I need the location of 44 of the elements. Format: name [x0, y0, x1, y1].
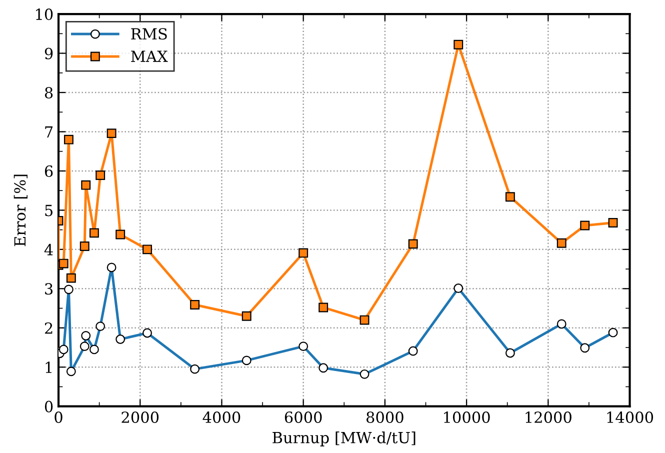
x-tick-label: 2000 [122, 411, 159, 424]
x-tick-label: 10000 [444, 411, 490, 424]
y-tick-label: 5 [45, 204, 52, 216]
y-tick-label: 6 [44, 165, 53, 177]
point [96, 170, 106, 180]
point [142, 244, 152, 254]
y-tick-label: 4 [44, 244, 53, 256]
point [318, 302, 328, 312]
point [608, 218, 618, 228]
point [360, 315, 370, 325]
y-axis-title: Error [%] [14, 174, 28, 246]
y-tick-label: 3 [45, 283, 53, 295]
legend-label: MAX [131, 50, 168, 62]
y-tick-label: 2 [44, 322, 52, 334]
x-tick-label: 8000 [366, 411, 404, 424]
point [106, 128, 116, 138]
y-tick-label: 0 [44, 400, 53, 412]
point [580, 220, 590, 230]
x-tick-label: 0 [54, 411, 62, 424]
point [116, 230, 126, 240]
x-tick-label: 14000 [607, 411, 654, 424]
point [454, 40, 464, 50]
point [242, 311, 252, 321]
x-tick-label: 12000 [526, 411, 572, 424]
y-tick-label: 7 [45, 126, 53, 138]
point [64, 134, 74, 144]
point [58, 258, 68, 268]
y-tick-label: 8 [44, 86, 53, 99]
y-tick-label: 10 [36, 8, 53, 20]
point [66, 273, 76, 283]
y-tick-label: 9 [44, 48, 53, 60]
legend-label: RMS [131, 28, 167, 40]
point [298, 248, 308, 258]
y-tick-label: 1 [46, 362, 52, 373]
point [505, 192, 515, 202]
point [80, 242, 90, 252]
x-tick-label: 6000 [284, 411, 322, 424]
point [556, 238, 566, 248]
point [190, 300, 200, 310]
point [90, 228, 99, 238]
x-axis-title: Burnup [MW·d/tU] [272, 432, 416, 446]
point [408, 239, 418, 249]
point [81, 180, 91, 190]
x-tick-label: 4000 [202, 411, 240, 424]
